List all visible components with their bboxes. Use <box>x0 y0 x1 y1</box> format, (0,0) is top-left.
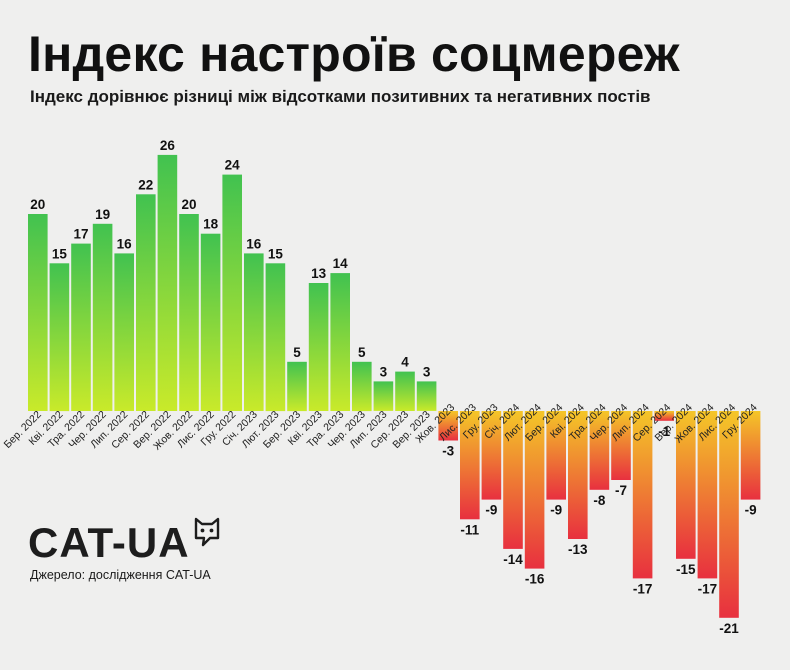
data-label: -3 <box>442 444 454 459</box>
bar <box>503 411 523 549</box>
bar <box>719 411 739 618</box>
data-label: 15 <box>52 246 68 261</box>
data-label: 4 <box>401 355 409 370</box>
data-label: 5 <box>293 345 301 360</box>
data-label: 3 <box>423 364 431 379</box>
data-label: -7 <box>615 483 627 498</box>
data-label: -21 <box>719 621 739 636</box>
bar <box>568 411 588 539</box>
data-label: 20 <box>181 197 196 212</box>
data-label: 16 <box>246 236 262 251</box>
bars-layer <box>28 154 761 618</box>
bar <box>460 411 480 520</box>
bar <box>179 214 199 411</box>
data-label: -9 <box>745 503 757 518</box>
bar <box>676 411 696 559</box>
data-label: 18 <box>203 217 219 232</box>
cat-head-icon <box>194 517 219 547</box>
bar <box>373 381 394 411</box>
data-label: -8 <box>593 493 605 508</box>
bar <box>244 253 264 411</box>
data-label: 13 <box>311 266 327 281</box>
bar <box>395 371 415 411</box>
bar <box>697 411 718 579</box>
data-label: 19 <box>95 207 110 222</box>
bar <box>200 233 221 411</box>
data-label: 20 <box>30 197 45 212</box>
bar <box>330 273 350 411</box>
data-label: 15 <box>268 246 284 261</box>
bar <box>49 263 70 412</box>
bar <box>157 154 178 411</box>
data-label: -11 <box>460 522 479 537</box>
data-label: 26 <box>160 138 176 153</box>
data-label: -17 <box>633 582 653 597</box>
bar <box>28 214 48 411</box>
bar <box>524 411 545 569</box>
bar <box>632 411 653 579</box>
logo-text: CAT-UA <box>28 519 190 566</box>
value-labels-layer: 201517191622262018241615513145343-3-11-9… <box>30 138 756 636</box>
data-label: 17 <box>73 227 88 242</box>
data-label: 16 <box>117 236 133 251</box>
bar <box>352 361 372 412</box>
bar <box>589 411 610 490</box>
page-title: Індекс настроїв соцмереж <box>28 26 680 82</box>
bar <box>481 411 502 500</box>
bar <box>287 361 307 412</box>
data-label: -9 <box>550 503 562 518</box>
data-label: -13 <box>568 542 588 557</box>
bar <box>265 263 286 412</box>
data-label: 24 <box>225 158 241 173</box>
data-label: -15 <box>676 562 696 577</box>
bar <box>308 283 329 411</box>
data-label: -9 <box>485 503 497 518</box>
bar <box>438 411 458 441</box>
bar <box>136 194 156 411</box>
bar <box>92 223 113 411</box>
bar <box>416 381 437 411</box>
data-label: 14 <box>333 256 349 271</box>
data-label: 3 <box>380 364 388 379</box>
page-subtitle: Індекс дорівнює різниці між відсотками п… <box>30 87 651 106</box>
data-label: -17 <box>698 582 718 597</box>
bar <box>654 411 674 421</box>
data-label: 5 <box>358 345 366 360</box>
bar <box>611 411 631 480</box>
data-label: -16 <box>525 572 545 587</box>
brand-logo: CAT-UA <box>28 517 222 568</box>
bar <box>71 243 91 411</box>
data-label: 22 <box>138 177 153 192</box>
bar <box>546 411 566 500</box>
bar <box>114 253 134 411</box>
bar <box>222 174 242 411</box>
source-note: Джерело: дослідження CAT-UA <box>30 568 211 582</box>
data-label: -1 <box>658 424 670 439</box>
bar <box>740 411 761 500</box>
data-label: -14 <box>503 552 523 567</box>
